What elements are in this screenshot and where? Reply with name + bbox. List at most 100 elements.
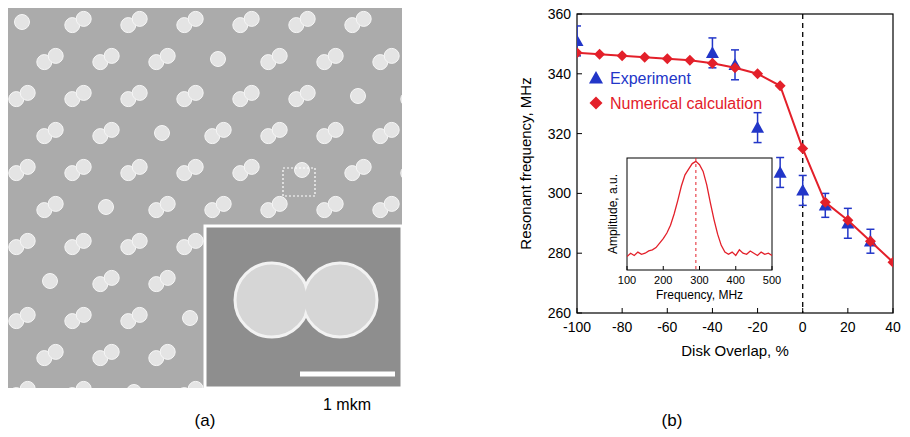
disk: [132, 159, 147, 174]
error-bar-cap: [731, 79, 739, 81]
error-bar-cap: [731, 49, 739, 51]
disk: [401, 92, 402, 107]
disk: [216, 122, 231, 137]
disk: [272, 122, 287, 137]
inset-y-axis-title: Amplitude, a.u.: [606, 174, 620, 254]
inset-x-tick: [699, 266, 700, 270]
disk: [188, 11, 203, 26]
disk: [272, 48, 287, 63]
diamond-marker: [707, 58, 718, 69]
triangle-marker: [706, 46, 719, 58]
disk: [48, 122, 63, 137]
zoom-inset: [205, 226, 402, 388]
diamond-marker: [662, 53, 673, 64]
x-tick-label: -60: [657, 319, 677, 335]
x-tick: [622, 308, 623, 313]
x-axis-title: Disk Overlap, %: [681, 342, 789, 359]
x-tick-label: 40: [885, 319, 901, 335]
diamond-marker: [888, 257, 894, 268]
inset-reference-line: [695, 158, 696, 270]
inset-x-axis-title: Frequency, MHz: [656, 288, 743, 302]
disk: [188, 381, 203, 388]
error-bar-cap: [821, 217, 829, 219]
panel-label: (b): [662, 411, 683, 430]
x-tick: [712, 308, 713, 313]
triangle-marker: [751, 121, 764, 133]
disk: [216, 196, 231, 211]
error-bar-cap: [577, 25, 581, 27]
disk-zoom-fill: [305, 265, 375, 335]
y-tick: [577, 313, 582, 314]
y-tick-label: 320: [548, 126, 572, 142]
x-tick-label: -40: [702, 319, 722, 335]
disk: [328, 48, 343, 63]
x-tick: [847, 308, 848, 313]
disk: [76, 159, 91, 174]
disk: [132, 307, 147, 322]
inset-x-tick-label: 200: [654, 274, 672, 286]
error-bar-cap: [754, 112, 762, 114]
disk: [15, 15, 30, 30]
disk: [132, 233, 147, 248]
diamond-marker: [594, 49, 605, 60]
disk: [76, 11, 91, 26]
disk: [155, 126, 170, 141]
error-bar-cap: [799, 205, 807, 207]
disk: [48, 344, 63, 359]
triangle-marker: [796, 184, 809, 196]
micrograph-ground: [8, 8, 402, 388]
disk: [183, 311, 198, 326]
inset-x-tick-label: 100: [618, 274, 636, 286]
diamond-marker: [797, 143, 808, 154]
error-bar-cap: [844, 208, 852, 210]
plot-frame: [577, 14, 893, 313]
diamond-marker: [775, 80, 786, 91]
disk: [211, 52, 226, 67]
inset-x-tick-label: 300: [690, 274, 708, 286]
disk: [244, 159, 259, 174]
inset-x-tick-label: 400: [727, 274, 745, 286]
disk-zoom: [235, 263, 309, 337]
disk: [48, 48, 63, 63]
disk: [300, 11, 315, 26]
scale-bar-label: 1 mkm: [323, 396, 371, 413]
scale-bar: [300, 372, 395, 377]
disk: [356, 159, 371, 174]
diamond-marker: [820, 197, 831, 208]
disk: [76, 381, 91, 388]
diamond-marker: [865, 236, 876, 247]
legend-label: Experiment: [610, 70, 691, 87]
disk: [272, 196, 287, 211]
disk: [384, 122, 399, 137]
legend-label: Numerical calculation: [610, 95, 762, 112]
disk: [160, 48, 175, 63]
disk: [104, 344, 119, 359]
disk: [20, 381, 35, 388]
disk: [20, 159, 35, 174]
disk: [384, 48, 399, 63]
error-bar-cap: [866, 229, 874, 231]
inset-marks: [627, 158, 772, 270]
inset-x-tick: [663, 266, 664, 270]
diamond-marker: [577, 47, 583, 58]
y-tick: [577, 253, 582, 254]
x-tick-label: -100: [563, 319, 591, 335]
y-axis-title: Resonant frequency, MHz: [517, 77, 534, 249]
diamond-marker: [684, 55, 695, 66]
diamond-marker: [617, 50, 628, 61]
y-tick: [577, 133, 582, 134]
disk: [127, 385, 142, 389]
error-bar-cap: [708, 37, 716, 39]
x-tick: [893, 308, 894, 313]
disk: [20, 233, 35, 248]
disk: [300, 85, 315, 100]
disk: [76, 85, 91, 100]
x-tick-label: 0: [799, 319, 807, 335]
disk: [328, 122, 343, 137]
x-tick-label: -20: [747, 319, 767, 335]
error-bar-cap: [754, 142, 762, 144]
disk: [160, 270, 175, 285]
x-tick: [667, 308, 668, 313]
figure: 1 mkm(a)-100-80-60-40-200204026028030032…: [0, 0, 910, 437]
diamond-marker: [842, 215, 853, 226]
